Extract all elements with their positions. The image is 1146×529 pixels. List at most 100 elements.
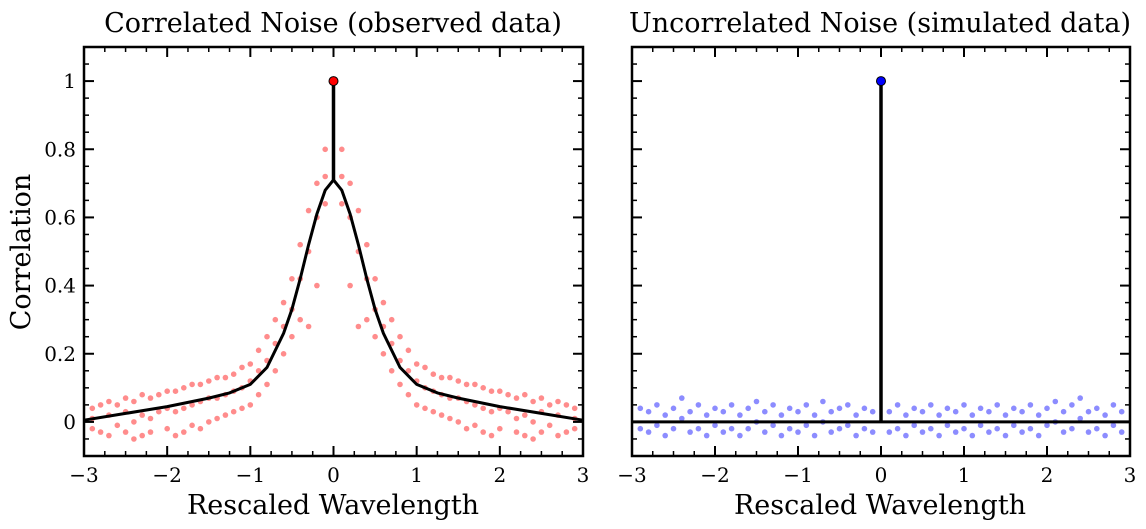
right-scatter-point xyxy=(1102,432,1108,439)
left-scatter-point xyxy=(413,361,420,367)
left-scatter-point xyxy=(455,419,462,425)
left-scatter-points xyxy=(89,146,578,442)
right-x-tick-label: 2 xyxy=(1041,463,1054,487)
left-scatter-point xyxy=(139,432,145,439)
left-scatter-point xyxy=(189,402,195,408)
left-scatter-point xyxy=(247,361,254,367)
right-scatter-point xyxy=(795,408,801,415)
left-scatter-point xyxy=(355,323,362,330)
left-scatter-point xyxy=(522,391,528,398)
right-scatter-point xyxy=(762,408,768,415)
left-scatter-point xyxy=(289,333,295,340)
left-scatter-point xyxy=(264,333,270,340)
left-scatter-point xyxy=(280,351,287,357)
left-y-tick-label: 0.8 xyxy=(44,137,76,161)
left-scatter-point xyxy=(339,201,345,207)
right-scatter-point xyxy=(679,395,685,401)
right-scatter-point xyxy=(645,429,652,435)
left-scatter-point xyxy=(131,419,137,425)
left-scatter-point xyxy=(571,405,578,412)
right-scatter-point xyxy=(944,405,951,412)
left-scatter-point xyxy=(222,374,229,381)
left-scatter-point xyxy=(222,412,229,418)
right-scatter-point xyxy=(662,412,668,418)
right-scatter-point xyxy=(1069,402,1075,408)
left-y-tick-label: 0.4 xyxy=(44,274,76,298)
left-scatter-point xyxy=(488,408,495,415)
panel-correlated-noise: −3 −2 −1 0 1 2 3 0 0.2 0.4 0.6 0.8 1 xyxy=(44,45,590,487)
left-scatter-point xyxy=(339,173,345,180)
left-scatter-point xyxy=(372,276,378,282)
right-scatter-point xyxy=(1011,422,1017,429)
right-scatter-point xyxy=(1044,405,1050,412)
right-scatter-point xyxy=(911,422,917,429)
left-scatter-point xyxy=(530,419,536,425)
left-scatter-point xyxy=(430,371,437,378)
left-y-tick-label: 0 xyxy=(63,410,76,434)
right-x-axis-label: Rescaled Wavelength xyxy=(734,490,1026,521)
right-scatter-point xyxy=(720,429,727,435)
left-scatter-point xyxy=(97,402,104,408)
left-scatter-point xyxy=(455,378,462,384)
right-scatter-point xyxy=(1118,429,1125,435)
right-scatter-point xyxy=(961,402,967,408)
right-scatter-point xyxy=(637,405,644,412)
right-scatter-point xyxy=(845,422,851,429)
left-scatter-point xyxy=(106,432,112,439)
right-x-tick-label: −1 xyxy=(783,463,812,487)
left-scatter-point xyxy=(347,180,353,187)
left-y-tick-label: 1 xyxy=(63,69,76,93)
left-scatter-point xyxy=(181,385,187,391)
left-scatter-point xyxy=(463,381,470,388)
right-scatter-point xyxy=(903,412,909,418)
left-scatter-point xyxy=(447,374,453,381)
left-scatter-point xyxy=(380,351,387,357)
left-scatter-point xyxy=(172,408,179,415)
left-scatter-point xyxy=(538,429,545,435)
left-x-tick-label: 1 xyxy=(410,463,423,487)
left-scatter-point xyxy=(264,381,270,388)
left-scatter-point xyxy=(122,395,129,401)
left-scatter-point xyxy=(505,408,511,415)
left-scatter-point xyxy=(538,395,545,401)
left-scatter-point xyxy=(405,391,412,398)
right-scatter-point xyxy=(1077,415,1083,422)
left-scatter-point xyxy=(114,422,121,429)
left-scatter-point xyxy=(189,381,195,388)
right-scatter-point xyxy=(811,432,818,439)
left-scatter-point xyxy=(405,368,412,374)
left-x-tick-label: 3 xyxy=(577,463,590,487)
right-scatter-point xyxy=(928,425,934,432)
left-scatter-point xyxy=(297,316,304,323)
right-scatter-point xyxy=(952,408,959,415)
right-scatter-point xyxy=(952,429,959,435)
left-scatter-point xyxy=(397,381,403,388)
right-scatter-point xyxy=(886,408,893,415)
left-scatter-point xyxy=(322,173,329,180)
left-scatter-point xyxy=(197,381,204,388)
right-scatter-point xyxy=(1110,402,1117,408)
right-scatter-point xyxy=(828,429,834,435)
left-scatter-point xyxy=(530,436,536,442)
left-scatter-point xyxy=(164,425,170,432)
left-chart-title: Correlated Noise (observed data) xyxy=(104,8,562,39)
left-scatter-point xyxy=(497,425,503,432)
right-scatter-point xyxy=(944,422,951,429)
right-scatter-point xyxy=(836,425,843,432)
right-scatter-point xyxy=(703,412,710,418)
right-scatter-point xyxy=(853,432,859,439)
right-scatter-point xyxy=(845,402,851,408)
right-scatter-point xyxy=(936,432,942,439)
left-scatter-point xyxy=(463,425,470,432)
left-scatter-point xyxy=(280,299,287,306)
right-scatter-point xyxy=(712,422,718,429)
right-scatter-point xyxy=(662,432,668,439)
right-scatter-point xyxy=(869,429,876,435)
right-scatter-point xyxy=(753,398,760,405)
left-x-tick-label: −1 xyxy=(236,463,265,487)
left-scatter-point xyxy=(297,241,304,248)
left-scatter-point xyxy=(430,408,437,415)
right-scatter-point xyxy=(1027,425,1034,432)
right-scatter-point xyxy=(786,405,793,412)
left-scatter-point xyxy=(339,146,345,153)
